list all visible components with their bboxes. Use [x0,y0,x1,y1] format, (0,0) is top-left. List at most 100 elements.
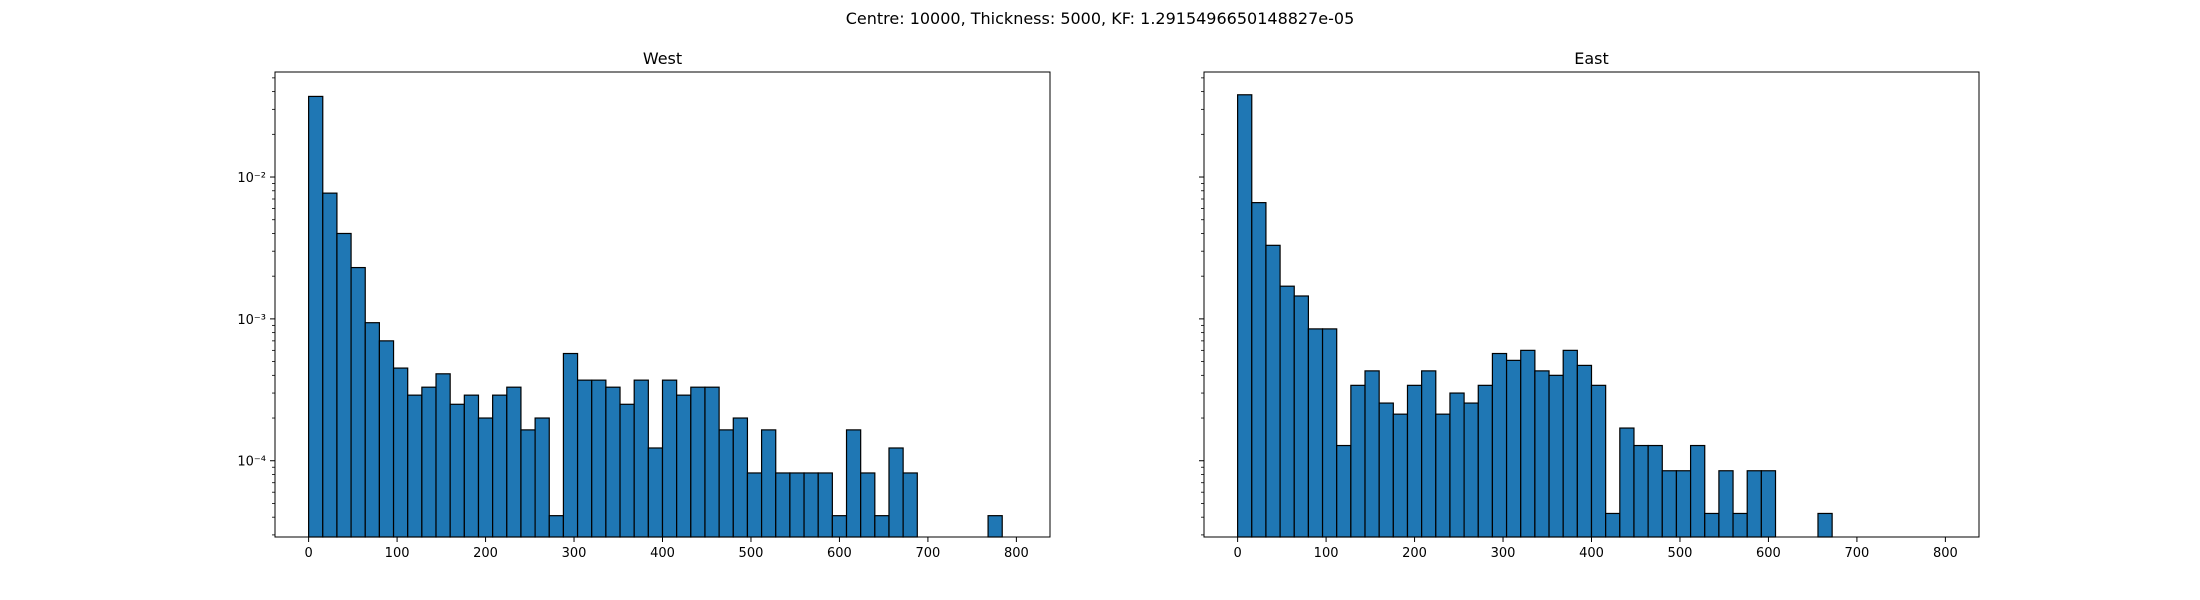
west-x-tick-label: 700 [915,546,940,561]
west-bar-5 [378,340,395,538]
east-bar-8 [1350,384,1366,538]
east-bar-22 [1548,374,1564,538]
east-bar-4 [1293,295,1309,538]
east-histogram-panel: 0 100 200 300 400 500 600 700 800 East [1199,49,1980,561]
east-bar-29 [1647,444,1663,538]
east-bars [1237,94,1833,538]
east-bar-14 [1435,413,1451,538]
west-bar-22 [619,403,635,538]
east-bar-5 [1307,328,1324,538]
west-x-tick-label: 600 [827,546,852,561]
west-bar-16 [534,417,550,538]
west-bar-3 [350,266,366,538]
west-histogram-panel: 0 100 200 300 400 500 600 700 800 10⁻⁴ 10⁻³ 10⁻² W… [237,49,1051,561]
west-bar-15 [520,429,536,538]
west-bar-0 [308,95,324,538]
east-bar-0 [1237,94,1253,538]
west-bar-34 [789,472,805,538]
west-x-tick-label: 0 [304,546,312,561]
west-bars [308,95,1003,538]
east-bar-10 [1378,402,1394,538]
east-bar-30 [1661,470,1678,538]
east-bar-13 [1421,370,1437,538]
east-bar-12 [1406,384,1423,538]
west-bar-20 [591,379,607,538]
east-bar-36 [1746,470,1762,538]
east-bar-23 [1562,349,1578,538]
east-bar-27 [1619,427,1635,538]
east-bar-6 [1321,328,1338,538]
west-panel-title: West [643,49,682,68]
east-bar-11 [1392,413,1409,538]
east-bar-19 [1505,359,1522,538]
east-bar-7 [1336,444,1352,538]
east-bar-18 [1491,352,1508,538]
west-bar-35 [803,472,819,538]
west-bar-28 [704,386,720,538]
east-panel-title: East [1574,49,1609,68]
east-bar-16 [1463,402,1479,538]
east-x-tick-label: 500 [1668,546,1693,561]
west-x-tick-label: 100 [385,546,410,561]
east-bar-1 [1251,202,1267,538]
west-x-tick-label: 300 [562,546,587,561]
west-bar-37 [831,515,848,538]
east-bar-24 [1576,364,1593,538]
west-bar-18 [562,352,579,538]
east-x-tick-label: 700 [1844,546,1869,561]
west-bar-27 [690,386,706,538]
west-bar-25 [661,379,678,538]
west-bar-11 [463,394,480,538]
west-x-tick-label: 400 [650,546,675,561]
west-bar-39 [860,472,876,538]
west-bar-2 [336,232,352,538]
west-bar-48 [987,515,1003,538]
west-bar-29 [718,429,734,538]
west-bar-10 [449,403,465,538]
east-bar-26 [1605,512,1621,538]
west-bar-1 [322,192,338,538]
east-x-tick-label: 100 [1314,546,1339,561]
east-bar-35 [1732,512,1748,538]
east-bar-41 [1817,512,1833,538]
east-y-axis [1199,77,1204,536]
east-x-tick-label: 600 [1756,546,1781,561]
west-bar-26 [676,394,692,538]
west-bar-14 [506,386,522,538]
east-bar-15 [1449,392,1465,538]
west-x-tick-label: 800 [1004,546,1029,561]
west-x-tick-label: 500 [739,546,764,561]
east-bar-2 [1265,244,1281,538]
west-bar-23 [633,379,649,538]
west-bar-36 [817,472,833,538]
west-bar-13 [492,394,508,538]
east-x-tick-label: 400 [1579,546,1604,561]
west-bar-8 [421,386,437,538]
west-x-tick-label: 200 [473,546,498,561]
west-bar-7 [407,394,423,538]
west-x-axis: 0 100 200 300 400 500 600 700 800 [304,537,1029,561]
west-y-axis: 10⁻⁴ 10⁻³ 10⁻² [237,77,275,536]
east-bar-32 [1689,444,1706,538]
east-bar-33 [1704,512,1720,538]
east-bar-31 [1675,470,1692,538]
east-bar-20 [1520,349,1536,538]
west-bar-33 [775,472,791,538]
west-y-tick-label: 10⁻³ [237,313,266,328]
west-bar-17 [548,515,565,538]
west-y-tick-label: 10⁻² [237,171,266,186]
east-x-axis: 0 100 200 300 400 500 600 700 800 [1233,537,1958,561]
west-y-tick-label: 10⁻⁴ [237,455,266,470]
figure-suptitle: Centre: 10000, Thickness: 5000, KF: 1.29… [846,9,1355,28]
west-bar-9 [435,373,451,538]
east-bar-34 [1718,470,1734,538]
west-bar-31 [746,472,763,538]
west-bar-4 [364,322,380,538]
west-bar-42 [902,472,918,538]
west-bar-32 [760,429,777,538]
west-bar-38 [845,429,862,538]
west-bar-21 [605,386,621,538]
west-bar-12 [477,417,494,538]
east-bar-37 [1760,470,1777,538]
